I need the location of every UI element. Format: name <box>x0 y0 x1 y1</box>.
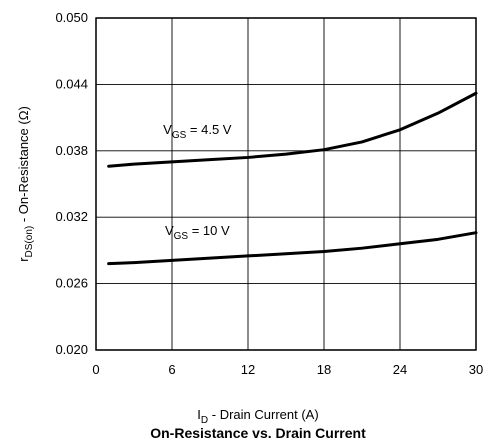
plot-frame <box>95 17 477 351</box>
series-line-vgs-10v <box>107 231 478 266</box>
x-tick-label: 0 <box>92 362 99 377</box>
series-layer <box>107 91 478 266</box>
y-tick-label: 0.050 <box>55 10 88 25</box>
y-tick-label: 0.038 <box>55 143 88 158</box>
grid <box>95 17 477 351</box>
labels-layer: 0 6 12 18 24 30 0.020 0.026 0.032 0.038 0.044 0.050… <box>55 10 483 377</box>
x-tick-label: 12 <box>241 362 255 377</box>
axes <box>95 17 477 351</box>
y-axis-label: rDS(on) - On-Resistance (Ω) <box>16 106 35 262</box>
x-tick-label: 30 <box>469 362 483 377</box>
x-tick-label: 18 <box>317 362 331 377</box>
y-tick-label: 0.032 <box>55 209 88 224</box>
series-label-vgs-10v: VGS = 10 V <box>165 223 230 242</box>
chart-title: On-Resistance vs. Drain Current <box>150 425 366 441</box>
y-tick-label: 0.020 <box>55 342 88 357</box>
x-tick-label: 6 <box>168 362 175 377</box>
series-label-vgs-4-5v: VGS = 4.5 V <box>163 122 232 141</box>
x-tick-label: 24 <box>393 362 407 377</box>
series-line-vgs-4-5v <box>107 91 478 168</box>
x-axis-label: ID - Drain Current (A) <box>197 407 318 426</box>
y-tick-label: 0.026 <box>55 276 88 291</box>
y-tick-label: 0.044 <box>55 76 88 91</box>
